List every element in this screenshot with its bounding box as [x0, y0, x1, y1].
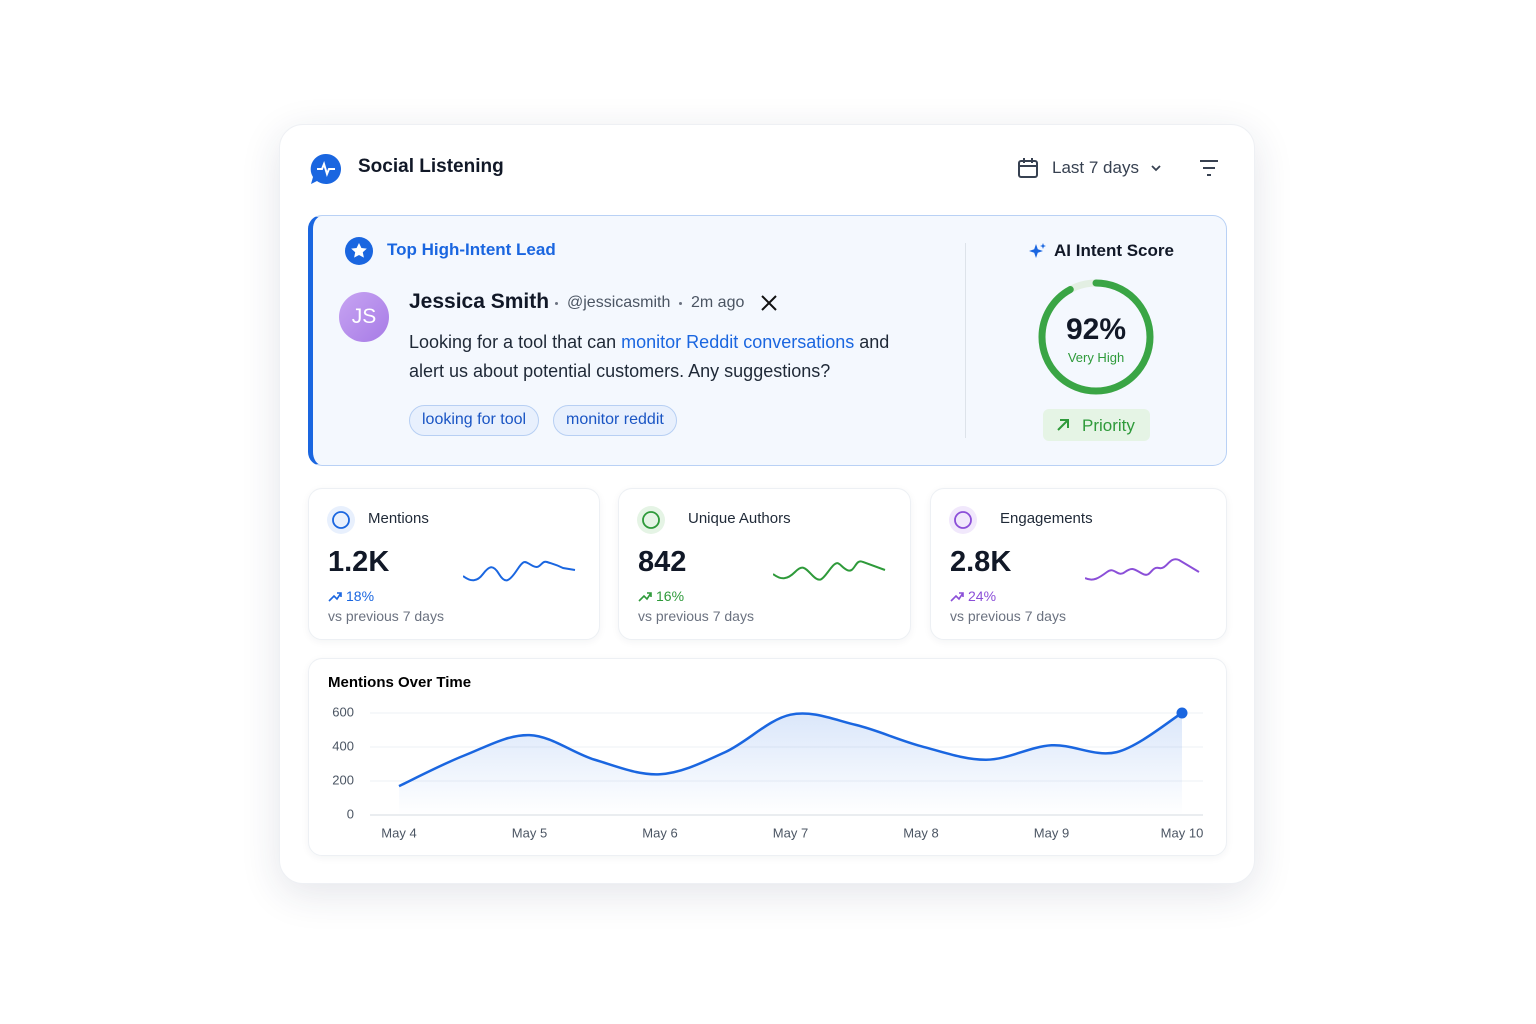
- priority-badge: [1043, 409, 1150, 441]
- post-text-end: and alert us about potential customers. …: [409, 332, 890, 381]
- stat-period: vs previous 7 days: [328, 608, 444, 624]
- stat-icon: [327, 506, 355, 534]
- chart-card: [308, 658, 1227, 856]
- post-time: 2m ago: [691, 294, 745, 311]
- x-tick-label: May 5: [512, 825, 547, 840]
- x-tick-label: May 8: [903, 825, 938, 840]
- post-text: Looking for a tool that can monitor Redd…: [409, 328, 909, 386]
- date-range[interactable]: Last 7 days: [1052, 158, 1139, 177]
- stat-value: 2.8K: [950, 546, 1012, 578]
- stat-card: [618, 488, 911, 640]
- area: [399, 713, 1182, 815]
- post-text-start: Looking for a tool that can: [409, 332, 622, 352]
- post-highlight: monitor Reddit conversations: [621, 332, 855, 352]
- tag[interactable]: looking for tool: [409, 405, 540, 436]
- stat-change: 24%: [968, 588, 997, 604]
- end-point: [1176, 707, 1188, 719]
- filter-button[interactable]: [1198, 158, 1220, 178]
- y-tick-label: 400: [332, 738, 354, 753]
- sparkline: [463, 560, 576, 582]
- y-tick-label: 600: [332, 704, 354, 719]
- stat-icon: [637, 506, 665, 534]
- score-ring: [1038, 279, 1154, 395]
- trend-icon: [950, 592, 964, 602]
- trend-icon: [638, 592, 652, 602]
- sparkline: [1085, 558, 1200, 581]
- stat-period: vs previous 7 days: [638, 608, 754, 624]
- sparkle-icon: [1029, 243, 1046, 258]
- logo: [310, 153, 341, 184]
- stat-card: [930, 488, 1227, 640]
- stat-value: 842: [638, 546, 687, 578]
- score-arc: [1038, 279, 1154, 395]
- x-tick-label: May 10: [1161, 825, 1204, 840]
- stat-change: 18%: [346, 588, 375, 604]
- stat-change: 16%: [656, 588, 685, 604]
- chart: Mentions Over Time 0 200 400 600 May 4 May 5 M…: [328, 674, 1204, 840]
- calendar-icon: [1018, 158, 1038, 178]
- avatar: JS: [339, 292, 389, 342]
- x-tick-label: May 9: [1034, 825, 1069, 840]
- sparkline: [773, 560, 886, 581]
- title: Social Listening: [358, 156, 504, 177]
- tag[interactable]: monitor reddit: [553, 405, 677, 436]
- star-icon: [345, 237, 373, 265]
- x-tick-label: May 6: [642, 825, 677, 840]
- arrow-icon: [1057, 419, 1069, 431]
- score-value: 92%: [1065, 313, 1127, 346]
- score-title: AI Intent Score: [1054, 241, 1174, 260]
- y-tick-label: 0: [347, 806, 354, 821]
- lead-badge: Top High-Intent Lead: [387, 240, 556, 259]
- stat-label: Engagements: [1000, 510, 1093, 527]
- y-tick-label: 200: [332, 772, 354, 787]
- stat-value: 1.2K: [328, 546, 390, 578]
- score-level: Very High: [1067, 350, 1125, 365]
- x-tick-label: May 7: [773, 825, 808, 840]
- author-handle: @jessicasmith: [567, 294, 671, 311]
- author-name: Jessica Smith: [409, 290, 550, 313]
- chevron: [1151, 165, 1161, 172]
- divider: [965, 243, 966, 438]
- stat-label: Mentions: [368, 510, 429, 527]
- stat-label: Unique Authors: [688, 510, 791, 527]
- priority-label: Priority: [1082, 416, 1135, 435]
- separator: [679, 302, 682, 305]
- x-tick-label: May 4: [381, 825, 416, 840]
- line: [398, 711, 1183, 788]
- x-logo: [761, 295, 777, 311]
- stat-icon: [949, 506, 977, 534]
- chart-title: Mentions Over Time: [328, 674, 471, 691]
- stat-period: vs previous 7 days: [950, 608, 1066, 624]
- separator: [555, 302, 558, 305]
- trend-icon: [328, 592, 342, 602]
